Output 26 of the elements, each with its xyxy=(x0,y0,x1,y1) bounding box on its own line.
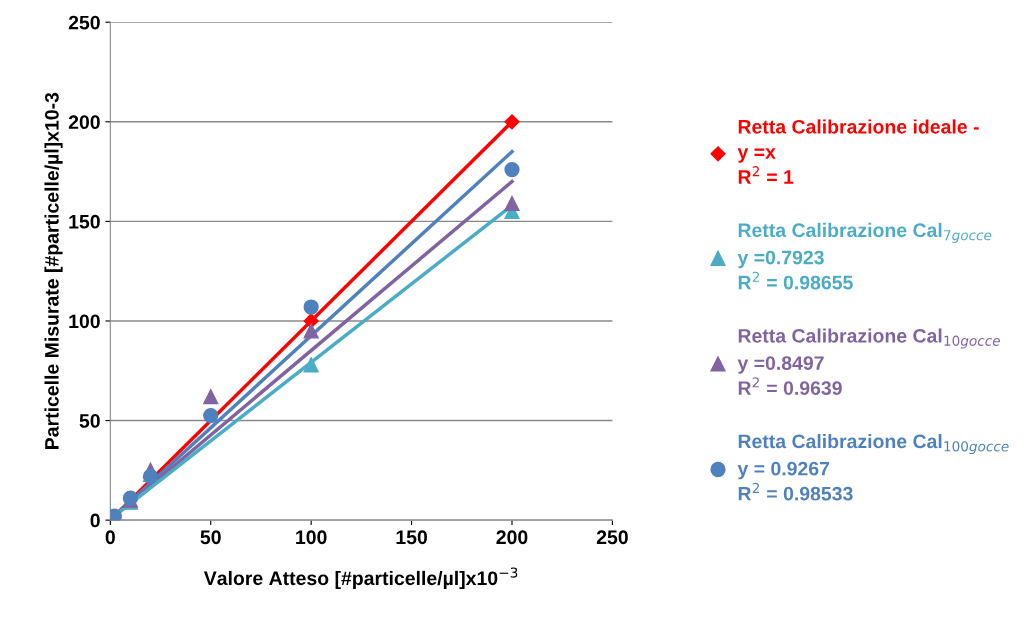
x-tick-label: 150 xyxy=(396,530,427,545)
x-tick-label: 0 xyxy=(105,530,115,545)
y-tick-label: 150 xyxy=(69,214,100,229)
y-axis-title: Particelle Misurate [#particelle/µl]x10-3 xyxy=(44,92,63,449)
x-tick-label: 200 xyxy=(496,530,528,545)
point xyxy=(504,161,520,178)
y-tick-label: 250 xyxy=(68,15,100,30)
text: Retta Calibrazione Cal$_{7gocce}$ y =0.7923 R$^{2}$ = 0.98655 xyxy=(737,222,992,290)
x-axis-title: Valore Atteso [#particelle/µl]x10$^{−3}$ xyxy=(203,567,518,590)
x-tick-label: 100 xyxy=(296,530,327,545)
point xyxy=(203,389,219,405)
point xyxy=(203,407,219,424)
text: Retta Calibrazione Cal$_{100gocce}$ y = 0.9267 R$^{2}$ = 0.98533 xyxy=(737,433,1009,501)
y-tick-label: 0 xyxy=(90,513,100,528)
point xyxy=(504,195,520,212)
legend-label: Retta Calibrazione ideale - y =x R$^{2}$ = 1 xyxy=(737,119,979,184)
y-tick-label: 50 xyxy=(79,414,100,428)
point xyxy=(303,299,319,315)
x-tick-label: 50 xyxy=(200,530,221,545)
point xyxy=(303,357,319,373)
x-tick-label: 250 xyxy=(596,530,628,545)
point xyxy=(504,114,520,130)
y-tick-label: 100 xyxy=(69,314,100,329)
y-tick-label: 200 xyxy=(68,115,100,130)
text: Retta Calibrazione Cal$_{10gocce}$ y =0.8497 R$^{2}$ = 0.9639 xyxy=(737,328,1000,396)
point xyxy=(303,323,319,339)
